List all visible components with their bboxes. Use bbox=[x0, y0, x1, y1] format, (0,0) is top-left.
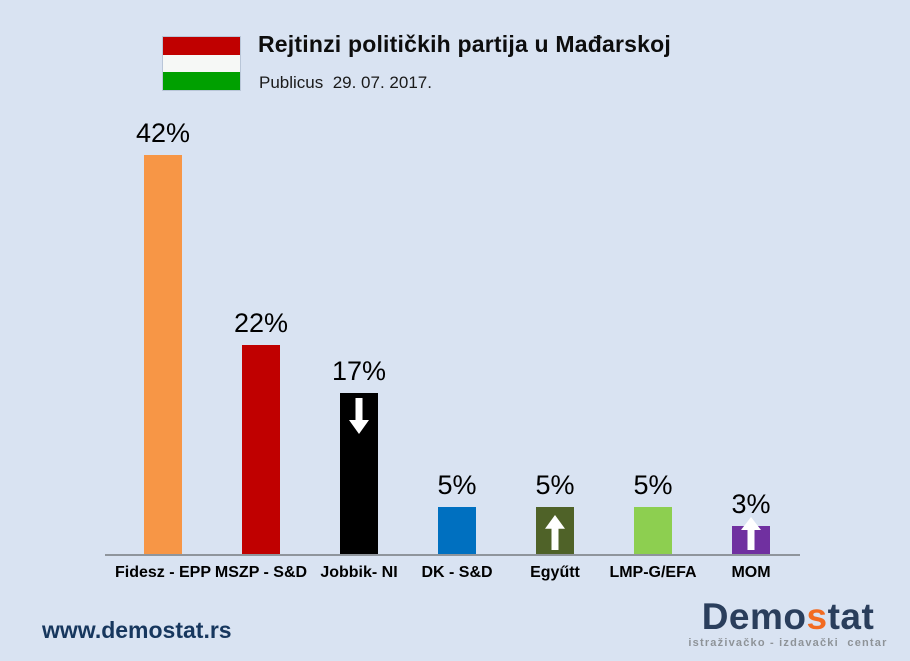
website-url: www.demostat.rs bbox=[42, 617, 232, 643]
flag-stripe-red bbox=[163, 37, 240, 55]
bar-value-label: 22% bbox=[233, 308, 289, 338]
trend-down-arrow bbox=[349, 397, 369, 434]
bar-column: 5% bbox=[506, 469, 604, 554]
bar-value-label: 17% bbox=[331, 355, 387, 386]
logo-part2: tat bbox=[827, 596, 875, 637]
bar-value-label: 5% bbox=[437, 469, 477, 500]
bar-column: 42% bbox=[114, 120, 212, 554]
bar-value-label: 5% bbox=[633, 469, 673, 500]
bar-lmp-g-efa bbox=[634, 506, 672, 554]
logo-tagline: istraživačko - izdavački centar bbox=[688, 637, 888, 649]
bar-column: 5% bbox=[408, 469, 506, 554]
bar-egy-tt bbox=[536, 506, 574, 554]
bar-value-label: 3% bbox=[731, 488, 771, 519]
bar-column: 22% bbox=[212, 310, 310, 554]
flag-stripe-green bbox=[163, 72, 240, 91]
categories-row: Fidesz - EPP MSZP - S&D Jobbik- NI DK - S&D… bbox=[114, 564, 800, 582]
bar-mom bbox=[732, 516, 770, 554]
bar-jobbik-ni bbox=[340, 392, 378, 554]
flag-stripe-white bbox=[163, 54, 240, 73]
bar-value-label: 42% bbox=[135, 118, 191, 148]
category-label: Jobbik- NI bbox=[320, 564, 398, 581]
category-label: DK - S&D bbox=[421, 564, 493, 581]
bar-fidesz-epp bbox=[144, 155, 182, 554]
bar-mszp-s-d bbox=[242, 345, 280, 554]
bar-value-label: 5% bbox=[535, 469, 575, 500]
trend-up-arrow bbox=[545, 514, 565, 550]
logo-part1: Demo bbox=[701, 596, 807, 637]
bar-column: 5% bbox=[604, 469, 702, 554]
demostat-logo-wordmark: Demostat bbox=[688, 598, 888, 635]
bar-dk-s-d bbox=[438, 506, 476, 554]
bars-row: 42% 22% 17% 5% 5% 5% 3% bbox=[114, 120, 800, 554]
category-label: Fidesz - EPP bbox=[114, 564, 212, 581]
category-label: MOM bbox=[731, 564, 771, 581]
category-label: MSZP - S&D bbox=[214, 564, 308, 581]
category-label: LMP-G/EFA bbox=[609, 564, 697, 581]
trend-up-arrow bbox=[741, 516, 761, 550]
logo-accent-letter: s bbox=[806, 596, 828, 637]
chart-title: Rejtinzi političkih partija u Mađarskoj bbox=[258, 31, 671, 57]
bar-column: 3% bbox=[702, 488, 800, 554]
demostat-logo: Demostat istraživačko - izdavački centar bbox=[688, 598, 888, 649]
chart-subtitle: Publicus 29. 07. 2017. bbox=[259, 73, 432, 92]
bar-column: 17% bbox=[310, 355, 408, 554]
category-label: Egyűtt bbox=[530, 564, 580, 581]
hungary-flag bbox=[163, 37, 240, 91]
x-axis-line bbox=[105, 554, 800, 556]
